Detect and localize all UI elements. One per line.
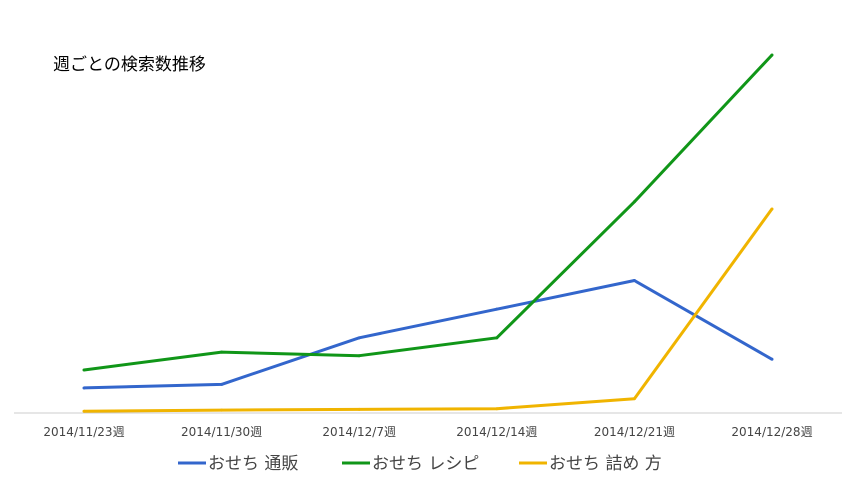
data-point-s3-6[interactable] <box>770 207 774 211</box>
data-point-s2-1[interactable] <box>82 368 86 372</box>
series-line-1 <box>83 279 773 390</box>
chart-title: 週ごとの検索数推移 <box>53 55 206 75</box>
legend-item-1[interactable]: おせち 通販 <box>178 454 298 474</box>
data-point-s2-6[interactable] <box>770 53 774 57</box>
data-point-s3-2[interactable] <box>220 408 224 412</box>
data-point-s1-4[interactable] <box>495 307 499 311</box>
data-point-s2-2[interactable] <box>220 350 224 354</box>
x-tick-label: 2014/12/7週 <box>322 425 396 439</box>
x-tick-label: 2014/11/30週 <box>181 425 262 439</box>
series-line-2 <box>83 53 774 372</box>
legend-item-2[interactable]: おせち レシピ <box>342 454 479 474</box>
data-point-s3-5[interactable] <box>632 397 636 401</box>
data-point-s1-1[interactable] <box>82 386 86 390</box>
data-point-s1-5[interactable] <box>632 279 636 283</box>
data-point-s3-1[interactable] <box>82 409 86 413</box>
data-point-s1-6[interactable] <box>770 357 774 361</box>
data-point-s3-4[interactable] <box>495 407 499 411</box>
x-tick-label: 2014/12/14週 <box>456 425 537 439</box>
legend-label: おせち 通販 <box>208 454 298 474</box>
x-axis-tick-labels: 2014/11/23週 2014/11/30週 2014/12/7週 2014/12/… <box>43 425 812 439</box>
series-line-3 <box>83 208 774 413</box>
legend[interactable]: おせち 通販 おせち レシピ おせち 詰め 方 <box>178 454 662 474</box>
data-point-s1-3[interactable] <box>357 336 361 340</box>
series-layer <box>82 53 774 413</box>
legend-label: おせち レシピ <box>372 454 479 474</box>
data-point-s2-5[interactable] <box>632 200 636 204</box>
legend-item-3[interactable]: おせち 詰め 方 <box>519 454 662 474</box>
legend-label: おせち 詰め 方 <box>549 454 662 474</box>
x-tick-label: 2014/12/21週 <box>594 425 675 439</box>
data-point-s2-3[interactable] <box>357 354 361 358</box>
data-point-s1-2[interactable] <box>220 382 224 386</box>
data-point-s2-4[interactable] <box>495 336 499 340</box>
x-tick-label: 2014/11/23週 <box>43 425 124 439</box>
x-tick-label: 2014/12/28週 <box>731 425 812 439</box>
data-point-s3-3[interactable] <box>357 407 361 411</box>
